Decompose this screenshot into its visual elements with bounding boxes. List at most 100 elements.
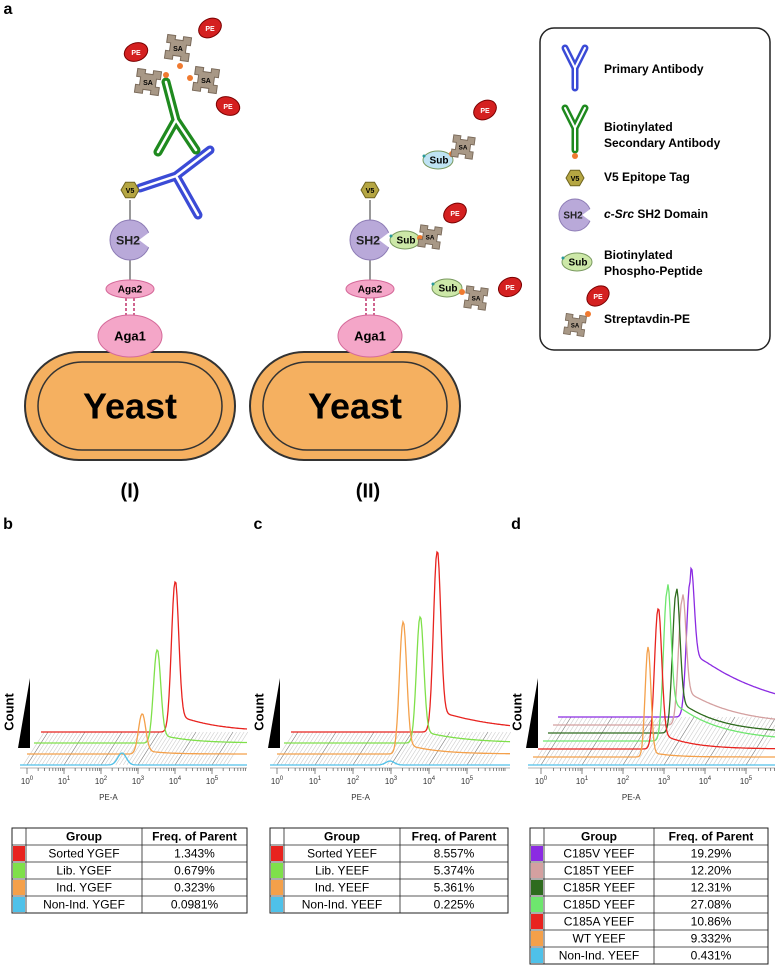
depth-grid [126, 731, 149, 766]
tick-base: 10 [699, 777, 708, 786]
depth-grid [405, 731, 428, 766]
table-cell: Lib. YEEF [315, 864, 369, 878]
legend-text: Streptavdin-PE [604, 312, 690, 326]
depth-grid [63, 731, 86, 766]
sh2-pocket [379, 231, 391, 249]
color-swatch [271, 880, 283, 895]
depth-grid [470, 731, 493, 766]
legend-text: Biotinylated [604, 120, 673, 134]
streptavidin [163, 33, 193, 63]
depth-grid [222, 731, 245, 766]
label: Group [324, 830, 360, 844]
tick-exp: 2 [626, 776, 630, 782]
depth-grid [345, 731, 367, 766]
label: (II) [356, 480, 380, 502]
x-tick-label: 105 [206, 776, 219, 787]
color-swatch [13, 897, 25, 912]
table-cell: C185D YEEF [563, 898, 635, 912]
depth-grid [314, 731, 337, 766]
label: SH2 [356, 233, 380, 247]
legend-text: Secondary Antibody [604, 136, 721, 150]
depth-grid [394, 731, 417, 766]
label: d [511, 516, 521, 533]
x-tick-label: 101 [58, 776, 71, 787]
phospho-peptide [561, 252, 593, 272]
color-swatch [271, 863, 283, 878]
histogram-curve [27, 713, 247, 755]
label: c [254, 516, 263, 533]
streptavidin [450, 134, 476, 160]
tick-exp: 3 [141, 776, 145, 782]
tick-base: 10 [461, 777, 470, 786]
table-cell: Sorted YEEF [307, 847, 377, 861]
depth-grid [211, 731, 234, 766]
depth-grid [108, 731, 130, 766]
table-cell: Non-Ind. YEEF [302, 898, 382, 912]
color-swatch [531, 897, 543, 912]
legend-label: Phospho-Peptide [604, 264, 703, 278]
legend-text: Biotinylated [604, 248, 673, 262]
depth-grid [30, 731, 52, 766]
tick-base: 10 [658, 777, 667, 786]
depth-grid [462, 731, 485, 766]
biotin [177, 63, 183, 69]
label: Aga2 [358, 285, 383, 296]
depth-grid [680, 716, 711, 766]
depth-grid [74, 731, 97, 766]
legend-italic: c-Src [604, 207, 634, 221]
depth-grid [208, 731, 230, 766]
table-cell: 0.431% [691, 949, 732, 963]
depth-grid [171, 731, 193, 766]
color-swatch [531, 863, 543, 878]
label: Aga1 [114, 328, 146, 343]
depth-grid [67, 731, 89, 766]
depth-grid [182, 731, 204, 766]
depth-grid [167, 731, 189, 766]
depth-grid [284, 731, 306, 766]
depth-grid [219, 731, 241, 766]
sh2-pocket [139, 231, 151, 249]
tick-exp: 4 [432, 776, 436, 782]
sh2-pocket [582, 207, 592, 223]
depth-grid [52, 731, 75, 766]
label: b [3, 516, 13, 533]
tick-base: 10 [576, 777, 585, 786]
streptavidin [133, 67, 163, 97]
x-tick-label: 105 [740, 776, 753, 787]
tick-base: 10 [535, 777, 544, 786]
depth-grid [23, 731, 45, 766]
label: SA [143, 80, 153, 87]
primary-antibody [135, 145, 215, 220]
label: Aga2 [118, 285, 143, 296]
label: a [4, 1, 13, 18]
depth-grid [310, 731, 333, 766]
depth-grid [89, 731, 112, 766]
table-cell: 19.29% [691, 847, 732, 861]
label: SA [459, 145, 468, 152]
depth-grid [333, 731, 356, 766]
depth-grid [745, 718, 775, 766]
tick-base: 10 [423, 777, 432, 786]
biotin [572, 153, 578, 159]
secondary-antibody [153, 77, 201, 157]
legend-label: c-Src SH2 Domain [604, 207, 708, 221]
x-tick-label: 105 [461, 776, 474, 787]
tick-exp: 0 [30, 776, 34, 782]
label: SA [472, 296, 481, 303]
x-tick-label: 100 [21, 776, 34, 787]
depth-grid [443, 731, 466, 766]
depth-grid [26, 731, 49, 766]
x-tick-label: 103 [658, 776, 671, 787]
x-axis-label: PE-A [622, 793, 641, 802]
biotin [187, 75, 193, 81]
pe [586, 285, 610, 307]
x-axis-label: PE-A [99, 793, 118, 802]
label: Group [66, 830, 102, 844]
label: PE [450, 211, 460, 218]
depth-grid [655, 716, 687, 766]
depth-grid [189, 731, 212, 766]
depth-grid [137, 731, 160, 766]
label: SH2 [563, 211, 583, 222]
depth-grid [45, 731, 67, 766]
disulfide [125, 298, 375, 318]
